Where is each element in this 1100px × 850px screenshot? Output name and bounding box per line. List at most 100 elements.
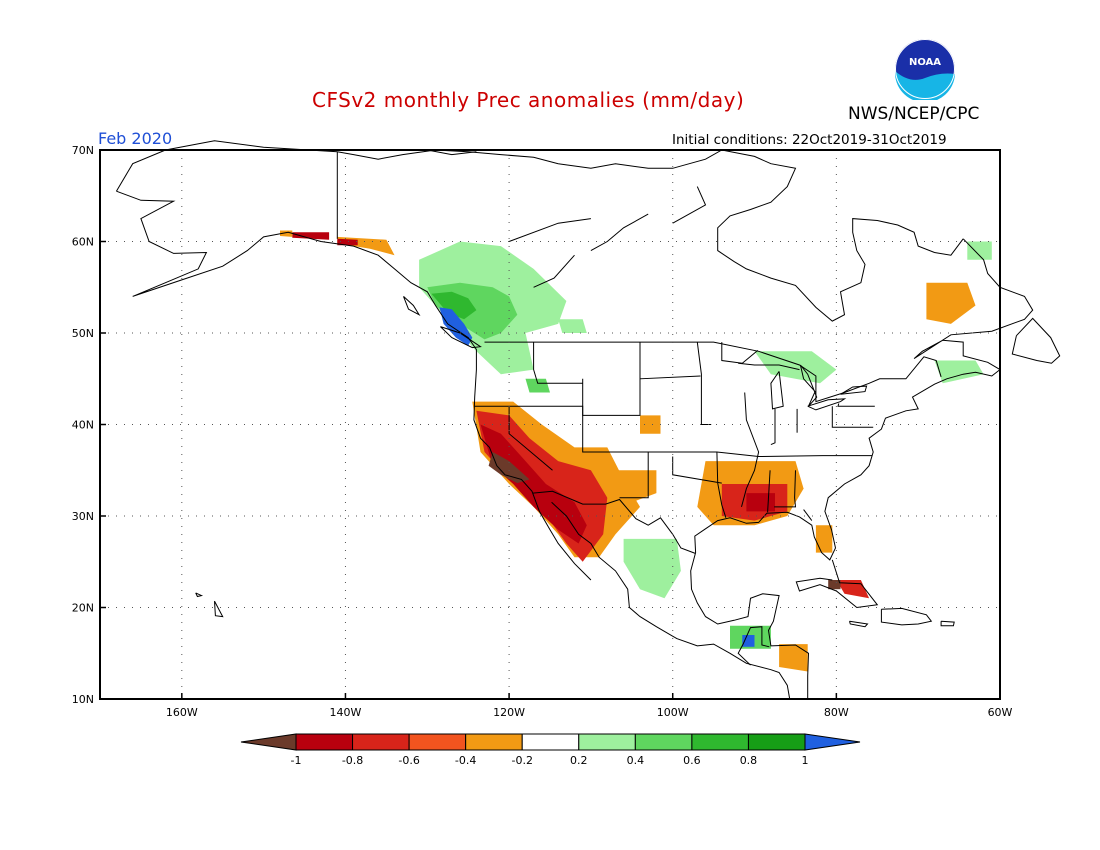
lat-tick-label: 40N — [72, 419, 94, 432]
anomaly-patch-socal-extreme-dry — [488, 452, 530, 484]
coastline — [115, 140, 338, 192]
coastline — [774, 470, 797, 508]
coastline — [590, 213, 649, 252]
lat-tick-label: 60N — [72, 236, 94, 249]
coastline — [672, 186, 707, 224]
coastline — [696, 342, 712, 425]
axis-tick-labels: 70N 60N 50N 40N 30N 20N 10N 160W 140W 120W 100W 80W… — [72, 144, 1013, 719]
anomaly-patch-quebec-wet — [967, 241, 992, 260]
coastline — [716, 451, 727, 518]
anomaly-patch-central-america-dry — [779, 644, 808, 672]
coastline — [551, 501, 791, 700]
noaa-logo-icon: NOAA — [894, 39, 955, 100]
coastline — [440, 326, 482, 349]
anomaly-patch-mexico-plateau-wet — [623, 538, 681, 599]
lat-tick-label: 10N — [72, 693, 94, 706]
colorbar-label: -0.6 — [398, 754, 419, 767]
coastline — [214, 600, 224, 618]
coastline — [1011, 317, 1061, 364]
anomaly-fill-layer — [280, 230, 992, 672]
map-frame — [99, 149, 1001, 700]
coastline — [484, 341, 942, 403]
lon-tick-label: 160W — [166, 706, 198, 719]
anomaly-patch-great-lakes-wet — [754, 351, 837, 384]
initial-conditions-label: Initial conditions: 22Oct2019-31Oct2019 — [672, 132, 947, 148]
lat-tick-label: 30N — [72, 510, 94, 523]
coastline — [403, 296, 421, 316]
colorbar-segment — [691, 733, 749, 751]
lon-tick-label: 120W — [493, 706, 525, 719]
anomaly-patch-colorado-dry — [607, 470, 657, 503]
anomaly-patch-bc-wet-dark — [431, 291, 477, 320]
lon-tick-label: 140W — [330, 706, 362, 719]
colorbar-segment — [295, 733, 354, 751]
coastline — [427, 149, 477, 156]
coastline-layer — [115, 140, 1061, 700]
coastline — [532, 490, 696, 554]
colorbar-label: 1 — [802, 754, 809, 767]
lat-tick-label: 20N — [72, 602, 94, 615]
lat-tick-label: 70N — [72, 144, 94, 157]
colorbar-label: 0.6 — [683, 754, 701, 767]
coastline — [940, 620, 955, 627]
valid-month-label: Feb 2020 — [98, 129, 173, 148]
coastline — [803, 509, 813, 521]
colorbar-segment — [521, 733, 580, 751]
coastline — [840, 385, 868, 395]
coastline — [831, 406, 874, 428]
coastline — [533, 342, 583, 384]
anomaly-patch-alaska-south-coast-dry — [292, 232, 330, 240]
coastline — [508, 218, 591, 242]
anomaly-patch-labrador-dry — [926, 282, 976, 324]
anomaly-patch-newfoundland-wet — [934, 360, 984, 384]
lat-tick-label: 50N — [72, 327, 94, 340]
colorbar-low-arrow — [240, 733, 297, 751]
noaa-logo-text: NOAA — [909, 57, 941, 68]
colorbar-label: 0.4 — [627, 754, 645, 767]
colorbar-label: 0.8 — [740, 754, 758, 767]
colorbar-segment — [465, 733, 523, 751]
colorbar-segment — [747, 733, 806, 751]
anomaly-patch-cuba-dry — [836, 580, 870, 599]
colorbar-label: 0.2 — [570, 754, 588, 767]
coastline — [741, 392, 760, 508]
lon-tick-label: 60W — [988, 706, 1013, 719]
colorbar-label: -0.8 — [342, 754, 363, 767]
anomaly-patch-montana-wet — [525, 378, 550, 393]
anomaly-patch-cuba-extreme-dry — [828, 580, 841, 590]
coastline — [767, 470, 771, 513]
anomaly-patch-southwest-very-dry — [480, 424, 587, 544]
coastline — [474, 375, 701, 416]
colorbar-high-arrow — [804, 733, 861, 751]
colorbar: -1 -0.8 -0.6 -0.4 -0.2 0.2 0.4 0.6 0.8 1 — [240, 733, 861, 767]
graticule-layer — [100, 150, 1000, 699]
colorbar-segment — [578, 733, 636, 751]
lon-tick-label: 80W — [824, 706, 849, 719]
coastline — [849, 620, 869, 628]
coastline — [508, 406, 553, 471]
coastline — [195, 592, 204, 598]
coastline — [690, 238, 1034, 699]
colorbar-segment — [352, 733, 410, 751]
chart-title: CFSv2 monthly Prec anomalies (mm/day) — [312, 88, 745, 112]
anomaly-patch-florida-dry — [815, 525, 833, 553]
anomaly-patch-mississippi-very-dry — [746, 493, 775, 512]
colorbar-label: -0.2 — [511, 754, 532, 767]
colorbar-segment — [634, 733, 693, 751]
coastline — [337, 149, 964, 322]
coastline — [721, 342, 759, 364]
coastline — [619, 452, 649, 499]
colorbar-label: -1 — [291, 754, 302, 767]
coastline — [116, 190, 592, 581]
agency-label: NWS/NCEP/CPC — [848, 104, 980, 124]
coastline — [533, 254, 575, 288]
anomaly-patch-alberta-wet — [558, 319, 587, 333]
anomaly-patch-kansas-dry — [640, 415, 661, 434]
lon-tick-label: 100W — [657, 706, 689, 719]
colorbar-segment — [408, 733, 467, 751]
coastline — [582, 378, 873, 458]
coastline — [737, 626, 770, 666]
coastline — [770, 408, 776, 446]
colorbar-label: -0.4 — [455, 754, 476, 767]
